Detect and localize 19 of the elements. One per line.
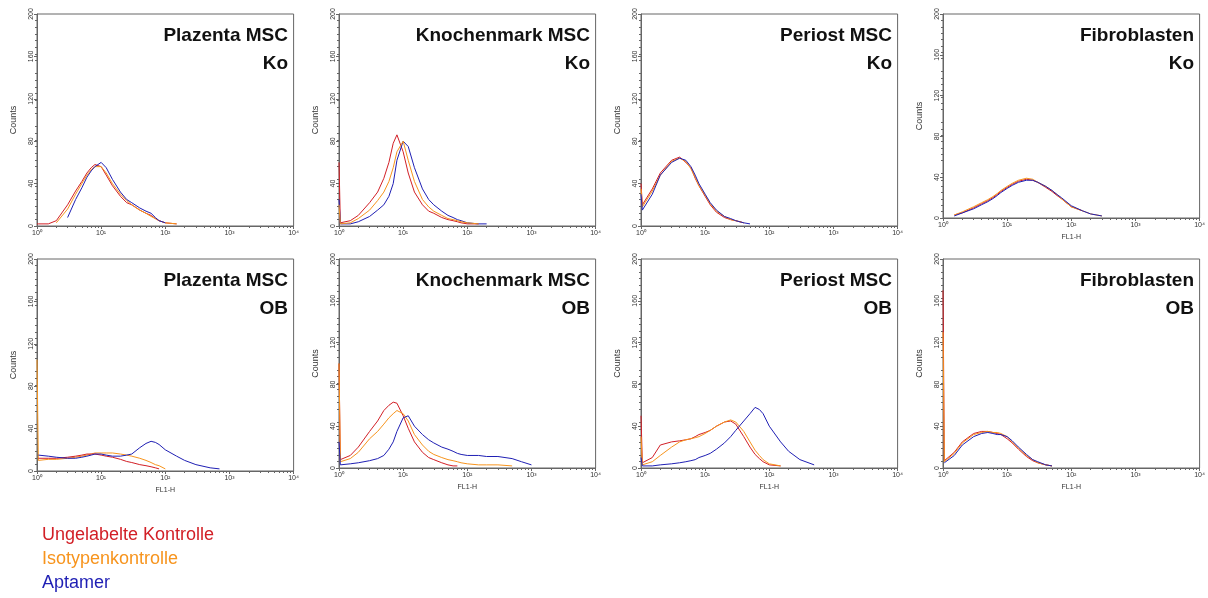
- text: Fibroblasten Ko: [1079, 23, 1194, 73]
- text: Ungelabelte Kontrolle: [42, 524, 215, 544]
- y-axis-title: Counts: [309, 348, 320, 378]
- text: Aptamer: [42, 572, 111, 592]
- text: Fibroblasten OB: [1079, 268, 1194, 318]
- text: Knochenmark MSC Ko: [415, 23, 591, 73]
- y-axis-title: Counts: [7, 105, 18, 135]
- y-axis-title: Counts: [309, 105, 320, 135]
- text: Periost MSC Ko: [780, 23, 893, 73]
- text: Knochenmark MSC OB: [415, 268, 591, 318]
- y-axis-title: Counts: [913, 348, 924, 378]
- y-axis-title: Counts: [611, 348, 622, 378]
- text: Periost MSC OB: [780, 268, 893, 318]
- y-axis-title: Counts: [7, 350, 18, 380]
- text: Plazenta MSC OB: [163, 268, 289, 318]
- text: Plazenta MSC Ko: [163, 23, 289, 73]
- text: Isotypenkontrolle: [42, 548, 179, 568]
- y-axis-title: Counts: [913, 101, 924, 131]
- y-axis-title: Counts: [611, 105, 622, 135]
